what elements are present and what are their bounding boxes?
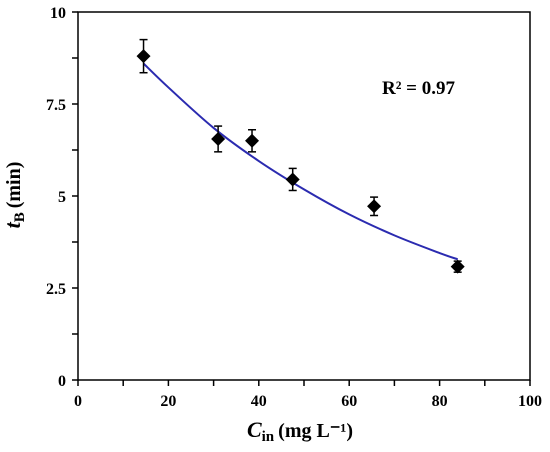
y-tick-label: 7.5 bbox=[46, 97, 66, 114]
plot-frame bbox=[77, 11, 531, 381]
data-point bbox=[136, 49, 151, 64]
y-axis-title-unit: (min) bbox=[3, 162, 25, 209]
x-tick-label: 40 bbox=[251, 393, 267, 410]
x-tick-label: 20 bbox=[160, 393, 176, 410]
fit-curve-layer bbox=[142, 62, 459, 261]
x-tick-label: 0 bbox=[74, 393, 82, 410]
x-tick-label: 100 bbox=[518, 393, 542, 410]
data-point bbox=[211, 131, 226, 146]
y-axis-title: tB (min) bbox=[0, 162, 28, 229]
data-point bbox=[285, 172, 300, 187]
y-tick-label: 5 bbox=[58, 189, 66, 206]
error-bars-layer bbox=[139, 38, 462, 273]
y-tick-label: 10 bbox=[50, 5, 66, 22]
data-point bbox=[367, 199, 382, 214]
data-points-layer bbox=[136, 49, 465, 274]
x-tick-label: 80 bbox=[432, 393, 448, 410]
ticks-layer: 0 20 40 60 80 100 0 2.5 5 7.5 10 bbox=[46, 5, 542, 410]
x-tick-label: 60 bbox=[341, 393, 357, 410]
x-axis-title-main: C bbox=[247, 417, 262, 442]
data-point bbox=[450, 259, 465, 274]
plot-area bbox=[77, 11, 531, 381]
y-tick-label: 2.5 bbox=[46, 281, 66, 298]
x-axis-title-sub: in bbox=[262, 429, 275, 445]
y-axis-title-main: t bbox=[0, 221, 25, 228]
y-axis-title-sub: B bbox=[12, 212, 28, 222]
x-axis-title-unit: (mg L⁻¹) bbox=[278, 420, 353, 442]
fit-curve bbox=[142, 62, 459, 261]
data-point bbox=[245, 133, 260, 148]
x-axis-title: Cin (mg L⁻¹) bbox=[247, 417, 353, 445]
y-tick-label: 0 bbox=[58, 373, 66, 390]
r-squared-annotation: R² = 0.97 bbox=[382, 78, 455, 99]
